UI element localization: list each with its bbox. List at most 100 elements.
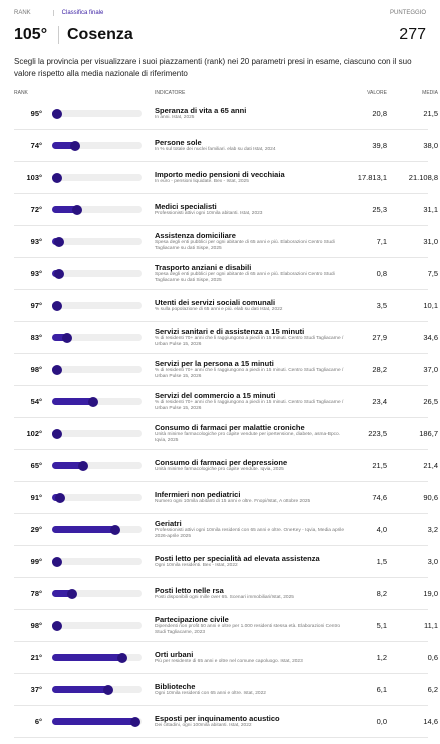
value: 4,0 (376, 525, 387, 534)
province[interactable]: Cosenza (58, 26, 399, 44)
indicator-title: Servizi sanitari e di assistenza a 15 mi… (155, 327, 305, 336)
table-row: 83° Servizi sanitari e di assistenza a 15… (14, 322, 438, 354)
indicator-note: Posti disponibili ogni mille over 65. Sc… (155, 595, 294, 600)
table-row: 78° Posti letto nelle rsa Posti disponibil… (14, 578, 438, 610)
media: 21.108,8 (408, 173, 438, 182)
indicator: Persone sole In % sul totale dei nuclei f… (155, 138, 355, 153)
indicator: Geriatri Professionisti attivi ogni 10mil… (155, 519, 355, 540)
table-row: 98° Partecipazione civile Dipendenti non p… (14, 610, 438, 642)
value: 74,6 (372, 493, 387, 502)
rank-dot (52, 108, 62, 119)
rank: 102° (26, 429, 42, 438)
value: 0,0 (376, 717, 387, 726)
column-header: RANK (14, 90, 28, 96)
rank-bar-cell (48, 492, 155, 503)
rank: 98° (30, 365, 42, 374)
value: 20,8 (372, 109, 387, 118)
column-header: INDICATORE (155, 90, 186, 96)
indicator-note: Più per residente di 65 anni e oltre nel… (155, 659, 303, 664)
media: 14,6 (423, 717, 438, 726)
rank-bar (52, 334, 71, 341)
rank: 37° (30, 685, 42, 694)
rank-bar-cell (48, 140, 155, 151)
indicator-note: Ogni 10mila residenti con 65 anni e oltr… (155, 691, 266, 696)
table-row: 95° Speranza di vita a 65 anni In anni. Is… (14, 98, 438, 130)
indicator: Assistenza domiciliare Spesa degli enti p… (155, 231, 355, 252)
rank-bar-cell (48, 268, 155, 279)
table-row: 91° Infermieri non pediatrici Numero ogni … (14, 482, 438, 514)
rank-bar-cell (48, 108, 155, 119)
rank: 103° (26, 173, 42, 182)
table-row: 29° Geriatri Professionisti attivi ogni 10… (14, 514, 438, 546)
column-header: VALORE (367, 90, 387, 96)
rank-dot (52, 428, 62, 439)
indicator-note: % di residenti 70+ anni che li raggiungo… (155, 400, 344, 411)
indicator-title: Orti urbani (155, 650, 194, 659)
rank-bar (52, 590, 75, 597)
media: 3,0 (427, 557, 438, 566)
rank-dot (52, 300, 62, 311)
tab[interactable]: Classifica finale (52, 10, 103, 16)
value: 6,1 (376, 685, 387, 694)
rank-bar-cell (48, 460, 155, 471)
value: 0,8 (376, 269, 387, 278)
indicator-title: Consumo di farmaci per depressione (155, 458, 288, 467)
indicator-title: Assistenza domiciliare (155, 231, 236, 240)
value: 5,1 (376, 621, 387, 630)
media: 90,6 (423, 493, 438, 502)
value: 17.813,1 (357, 173, 387, 182)
value: 223,5 (368, 429, 387, 438)
rank: 78° (30, 589, 42, 598)
rank-track (52, 716, 142, 727)
rank-bar-cell (48, 652, 155, 663)
rank: 99° (30, 557, 42, 566)
media: 186,7 (419, 429, 438, 438)
rank-bar-cell (48, 588, 155, 599)
score: 277 (399, 26, 426, 43)
indicator: Consumo di farmaci per malattie croniche… (155, 423, 355, 444)
indicator-note: Unità minime farmacologiche pro capite v… (155, 432, 341, 443)
media: 19,0 (423, 589, 438, 598)
media: 21,5 (423, 109, 438, 118)
table-row: 93° Assistenza domiciliare Spesa degli ent… (14, 226, 438, 258)
indicator-title: Importo medio pensioni di vecchiaia (155, 170, 285, 179)
indicator-title: Utenti dei servizi sociali comunali (155, 298, 276, 307)
indicator-note: Dipendenti non profit 50 anni e oltre pe… (155, 624, 341, 635)
indicator-note: In anni. Istat, 2025 (155, 115, 195, 120)
value: 21,5 (372, 461, 387, 470)
description: Scegli la provincia per visualizzare i s… (14, 57, 412, 78)
indicator: Medici specialisti Professionisti attivi … (155, 202, 355, 217)
rank-dot (71, 204, 82, 215)
rank-track (52, 364, 142, 375)
table-row: 72° Medici specialisti Professionisti atti… (14, 194, 438, 226)
indicator-note: Professionisti attivi ogni 10mila abitan… (155, 211, 263, 216)
rank: 91° (30, 493, 42, 502)
indicator: Partecipazione civile Dipendenti non prof… (155, 615, 355, 636)
rank: 74° (30, 141, 42, 150)
value: 25,3 (372, 205, 387, 214)
rank: 97° (30, 301, 42, 310)
indicator: Esposti per inquinamento acustico Dei cit… (155, 714, 355, 729)
rank-dot (102, 684, 113, 695)
rank-dot (52, 620, 62, 631)
value: 7,1 (376, 237, 387, 246)
indicator-note: % di residenti 70+ anni che li raggiungo… (155, 336, 344, 347)
rank-label: RANK (14, 10, 31, 16)
rank: 54° (30, 397, 42, 406)
value: 39,8 (372, 141, 387, 150)
value: 1,2 (376, 653, 387, 662)
table-row: 65° Consumo di farmaci per depressione Uni… (14, 450, 438, 482)
rank-dot (109, 524, 120, 535)
indicator-title: Medici specialisti (155, 202, 217, 211)
table-row: 93° Trasporto anziani e disabili Spesa deg… (14, 258, 438, 290)
rank-track (52, 492, 142, 503)
indicator-title: Persone sole (155, 138, 202, 147)
overall-rank: 105° (14, 26, 48, 43)
rank: 83° (30, 333, 42, 342)
indicator: Importo medio pensioni di vecchiaia In eu… (155, 170, 355, 185)
rank: 21° (30, 653, 42, 662)
indicator: Consumo di farmaci per depressione Unità … (155, 458, 355, 473)
rank-track (52, 140, 142, 151)
rank-track (52, 588, 142, 599)
rank-bar (52, 686, 111, 693)
